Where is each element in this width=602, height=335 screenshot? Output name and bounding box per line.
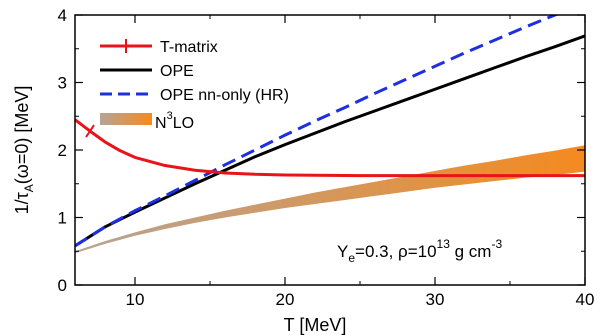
- svg-text:N3LO: N3LO: [155, 110, 194, 132]
- plot-area: [75, 15, 585, 254]
- series-t-matrix-marker: [85, 124, 95, 138]
- series-t-matrix-line: [75, 118, 585, 178]
- axis-ticks: 10 20 30 40 0 1 2 3 4: [58, 6, 595, 309]
- conditions-annotation: Ye=0.3, ρ=1013 g cm-3: [337, 237, 502, 265]
- series-n3lo-band: [75, 145, 585, 254]
- plot-frame: [74, 14, 586, 286]
- x-axis-label: T [MeV]: [284, 315, 347, 335]
- x-tick-label: 20: [276, 290, 295, 309]
- y-tick-label: 0: [58, 276, 67, 295]
- svg-text:T-matrix: T-matrix: [160, 39, 218, 56]
- legend-item-ope: OPE: [100, 63, 194, 80]
- x-tick-label: 30: [426, 290, 445, 309]
- y-tick-label: 2: [58, 141, 67, 160]
- y-tick-label: 4: [58, 6, 67, 25]
- y-tick-label: 3: [58, 74, 67, 93]
- legend-item-ope-nn-only: OPE nn-only (HR): [100, 87, 289, 104]
- x-tick-label: 40: [576, 290, 595, 309]
- series-ope-line: [75, 34, 585, 248]
- x-tick-label: 10: [126, 290, 145, 309]
- svg-text:OPE nn-only (HR): OPE nn-only (HR): [160, 87, 289, 104]
- legend-item-t-matrix: T-matrix: [100, 39, 218, 56]
- svg-text:OPE: OPE: [160, 63, 194, 80]
- legend: T-matrix OPE OPE nn-only (HR) N3LO: [100, 39, 289, 132]
- y-axis-label: 1/τA(ω=0) [MeV]: [12, 86, 36, 215]
- legend-item-n3lo: N3LO: [100, 110, 194, 132]
- series-ope-nn-only-line: [75, 15, 559, 248]
- y-tick-label: 1: [58, 209, 67, 228]
